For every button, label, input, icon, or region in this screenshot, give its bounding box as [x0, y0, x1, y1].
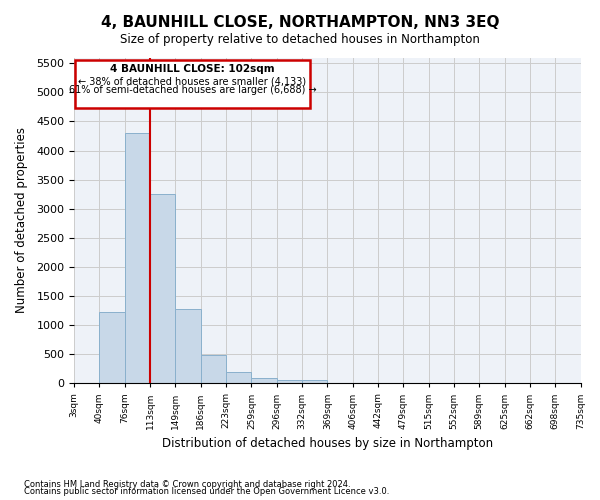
Bar: [201, 356, 226, 384]
Bar: [100, 312, 125, 384]
Text: Size of property relative to detached houses in Northampton: Size of property relative to detached ho…: [120, 32, 480, 46]
Text: Contains public sector information licensed under the Open Government Licence v3: Contains public sector information licen…: [24, 487, 389, 496]
Bar: [150, 194, 175, 384]
Text: Contains HM Land Registry data © Crown copyright and database right 2024.: Contains HM Land Registry data © Crown c…: [24, 480, 350, 489]
Bar: [125, 133, 150, 384]
Y-axis label: Number of detached properties: Number of detached properties: [15, 128, 28, 314]
Bar: [226, 372, 251, 384]
Text: 4, BAUNHILL CLOSE, NORTHAMPTON, NN3 3EQ: 4, BAUNHILL CLOSE, NORTHAMPTON, NN3 3EQ: [101, 15, 499, 30]
Text: 4 BAUNHILL CLOSE: 102sqm: 4 BAUNHILL CLOSE: 102sqm: [110, 64, 275, 74]
Bar: [302, 380, 328, 384]
Text: 61% of semi-detached houses are larger (6,688) →: 61% of semi-detached houses are larger (…: [69, 85, 316, 95]
FancyBboxPatch shape: [76, 60, 310, 108]
Bar: [175, 310, 201, 384]
Bar: [251, 378, 277, 384]
X-axis label: Distribution of detached houses by size in Northampton: Distribution of detached houses by size …: [162, 437, 493, 450]
Bar: [277, 380, 302, 384]
Text: ← 38% of detached houses are smaller (4,133): ← 38% of detached houses are smaller (4,…: [79, 76, 307, 86]
